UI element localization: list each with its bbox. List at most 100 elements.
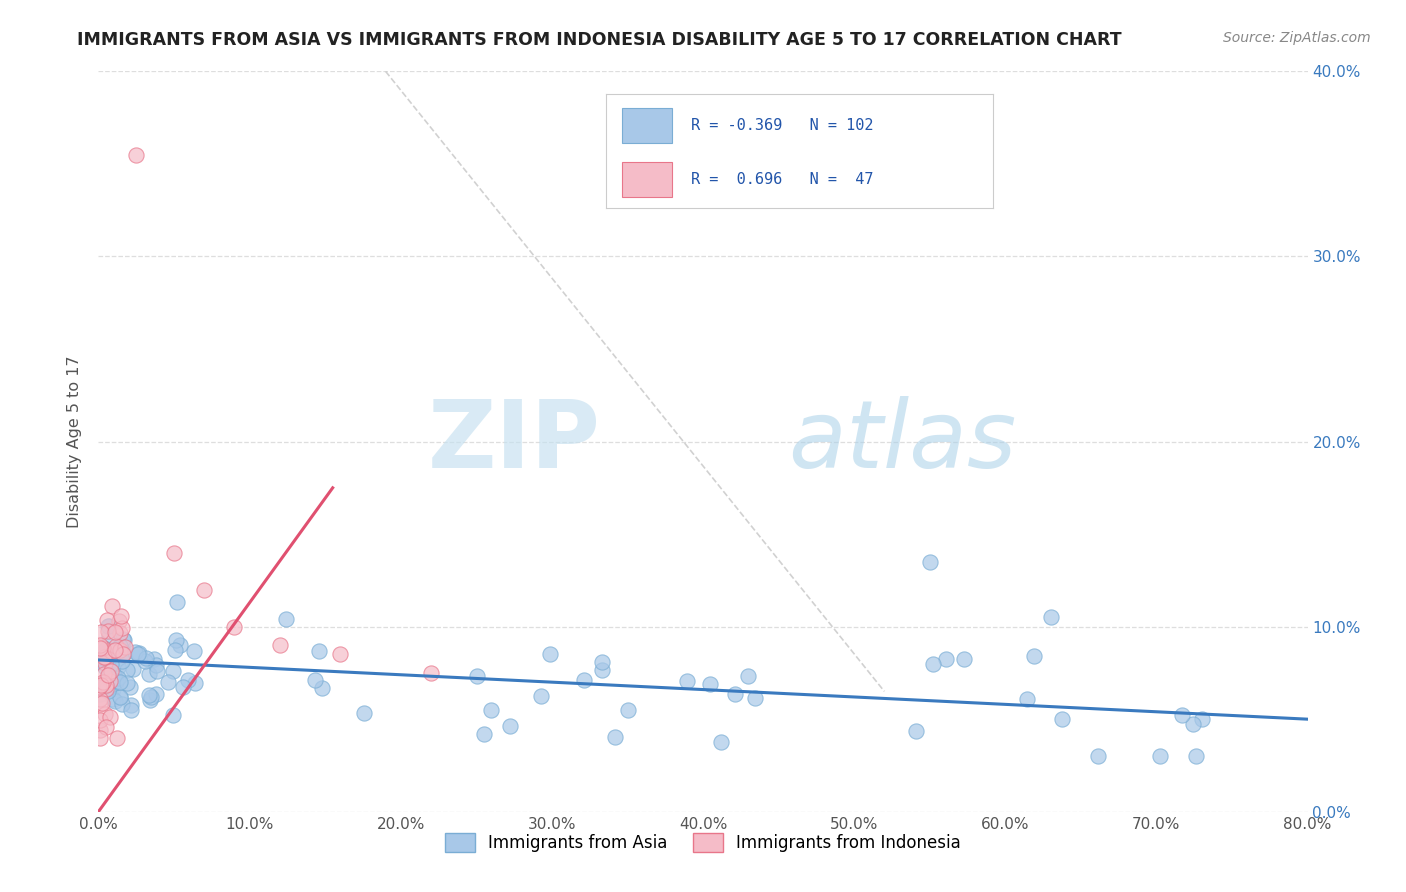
- Point: [94, 675, 117, 690]
- Point: [107, 671, 129, 685]
- Point: [100, 657, 122, 671]
- Point: [111, 622, 134, 636]
- Point: [100, 644, 122, 658]
- Point: [104, 673, 127, 688]
- Point: [89, 638, 111, 652]
- Text: ZIP: ZIP: [427, 395, 600, 488]
- Point: [120, 680, 142, 694]
- Point: [224, 619, 246, 633]
- Point: [952, 652, 974, 666]
- Point: [125, 147, 148, 161]
- Y-axis label: Disability Age 5 to 17: Disability Age 5 to 17: [67, 355, 83, 528]
- Point: [138, 688, 160, 702]
- Point: [162, 708, 184, 723]
- Point: [269, 638, 291, 652]
- Point: [617, 703, 640, 717]
- Point: [134, 654, 156, 668]
- Point: [111, 632, 134, 647]
- Point: [710, 735, 733, 749]
- Point: [97, 667, 120, 681]
- Point: [110, 690, 132, 704]
- Point: [108, 639, 131, 653]
- Point: [97, 647, 120, 661]
- Point: [918, 555, 941, 569]
- Point: [108, 614, 131, 628]
- Point: [311, 681, 333, 695]
- Point: [96, 642, 118, 657]
- Text: IMMIGRANTS FROM ASIA VS IMMIGRANTS FROM INDONESIA DISABILITY AGE 5 TO 17 CORRELA: IMMIGRANTS FROM ASIA VS IMMIGRANTS FROM …: [77, 31, 1122, 49]
- Point: [97, 654, 120, 668]
- Point: [89, 680, 111, 694]
- Point: [93, 650, 115, 665]
- Point: [89, 692, 111, 706]
- Point: [724, 687, 747, 701]
- Point: [96, 613, 118, 627]
- Point: [135, 651, 157, 665]
- Point: [101, 681, 124, 696]
- Point: [128, 646, 150, 660]
- Point: [1191, 712, 1213, 726]
- Point: [96, 678, 118, 692]
- Point: [479, 703, 502, 717]
- Point: [737, 669, 759, 683]
- Point: [591, 655, 613, 669]
- Point: [91, 651, 114, 665]
- Point: [115, 663, 138, 677]
- Point: [101, 599, 124, 614]
- Point: [1185, 749, 1208, 764]
- Point: [169, 638, 191, 652]
- Point: [98, 629, 121, 643]
- Point: [329, 648, 352, 662]
- Point: [166, 594, 188, 608]
- Point: [89, 687, 111, 701]
- Point: [1182, 717, 1205, 731]
- Point: [104, 625, 127, 640]
- Point: [605, 730, 627, 744]
- Point: [122, 662, 145, 676]
- Point: [108, 650, 131, 665]
- Point: [142, 652, 165, 666]
- Point: [120, 703, 142, 717]
- Point: [744, 690, 766, 705]
- Point: [1017, 691, 1039, 706]
- Point: [530, 690, 553, 704]
- Point: [138, 667, 160, 681]
- Point: [1171, 708, 1194, 723]
- Point: [124, 645, 146, 659]
- Point: [1087, 749, 1109, 764]
- Point: [93, 650, 115, 665]
- Point: [146, 664, 169, 678]
- Point: [97, 624, 120, 639]
- Point: [274, 612, 297, 626]
- Point: [120, 698, 142, 712]
- Point: [114, 640, 136, 655]
- Point: [921, 657, 943, 671]
- Point: [157, 675, 180, 690]
- Point: [117, 675, 139, 690]
- Point: [107, 660, 129, 674]
- Point: [90, 624, 112, 639]
- Point: [905, 724, 928, 739]
- Point: [145, 657, 167, 672]
- Legend: Immigrants from Asia, Immigrants from Indonesia: Immigrants from Asia, Immigrants from In…: [439, 826, 967, 859]
- Point: [572, 673, 595, 687]
- Point: [108, 690, 131, 704]
- Point: [935, 652, 957, 666]
- Point: [89, 697, 111, 711]
- Point: [90, 678, 112, 692]
- Point: [104, 694, 127, 708]
- Point: [93, 656, 115, 670]
- Point: [94, 679, 117, 693]
- Point: [98, 710, 121, 724]
- Point: [112, 633, 135, 648]
- Point: [172, 680, 194, 694]
- Point: [139, 690, 162, 704]
- Point: [98, 673, 121, 688]
- Point: [165, 632, 187, 647]
- Point: [108, 675, 131, 690]
- Point: [100, 664, 122, 678]
- Point: [127, 647, 149, 661]
- Point: [104, 643, 127, 657]
- Point: [101, 692, 124, 706]
- Text: Source: ZipAtlas.com: Source: ZipAtlas.com: [1223, 31, 1371, 45]
